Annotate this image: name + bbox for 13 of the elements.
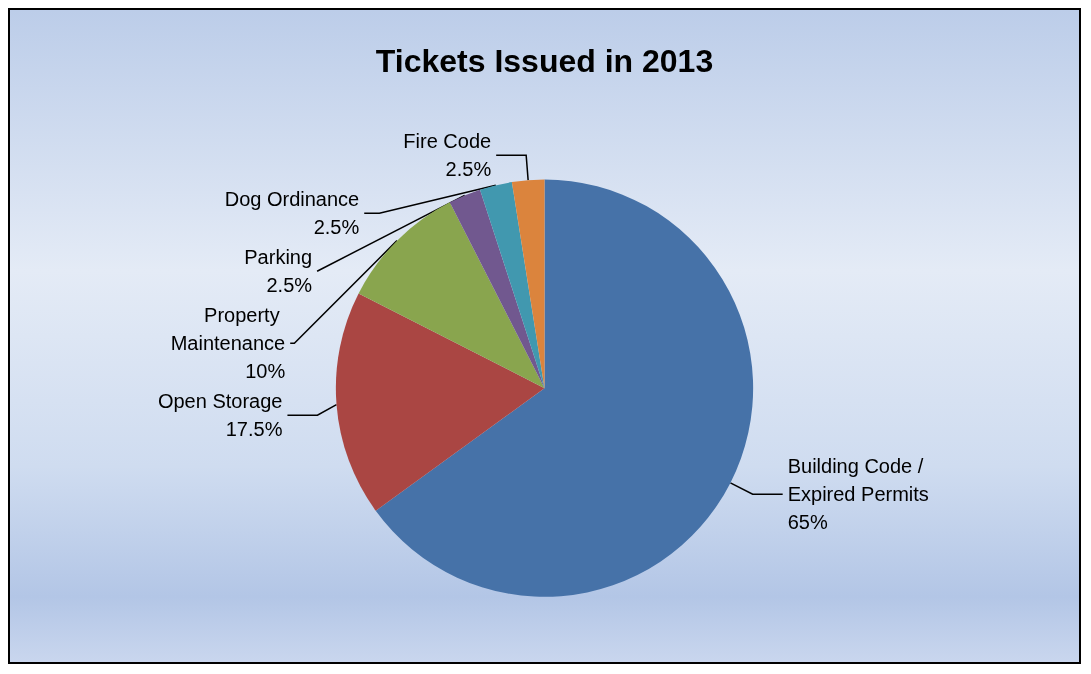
- data-label: 2.5%: [313, 216, 360, 239]
- slice-label: Fire Code: [403, 130, 492, 153]
- slice-label: Property Maintenance: [170, 304, 286, 355]
- slice-label: Open Storage: [157, 390, 283, 413]
- slice-label: Dog Ordinance: [224, 188, 360, 211]
- data-label: 17.5%: [225, 418, 283, 441]
- slice-label: Building Code / Expired Permits: [787, 455, 929, 506]
- chart-title: Tickets Issued in 2013: [375, 43, 714, 79]
- slice-label: Parking: [244, 246, 313, 269]
- data-label: 10%: [245, 360, 286, 383]
- data-label: 65%: [787, 511, 828, 534]
- data-label: 2.5%: [445, 158, 492, 181]
- data-label: 2.5%: [266, 274, 313, 297]
